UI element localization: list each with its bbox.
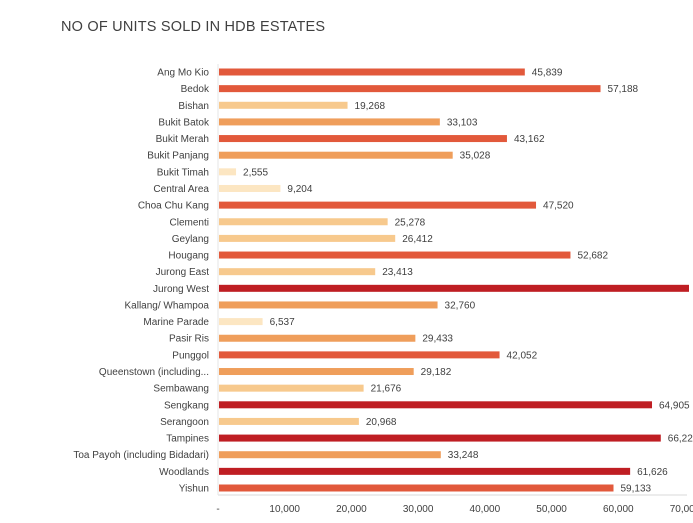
bar (219, 301, 438, 309)
category-label: Serangoon (160, 417, 209, 428)
bar (219, 484, 614, 492)
category-label: Kallang/ Whampoa (125, 300, 210, 311)
bar (219, 168, 237, 176)
tick-label: 60,000 (603, 504, 634, 515)
bar (219, 118, 440, 126)
data-label: 64,905 (659, 400, 690, 411)
data-label: 2,555 (243, 167, 268, 178)
data-label: 21,676 (371, 384, 402, 395)
bar (219, 201, 537, 209)
category-label: Hougang (168, 251, 209, 262)
data-label: 42,052 (507, 350, 538, 361)
data-label: 32,760 (445, 300, 476, 311)
data-label: 26,412 (402, 234, 433, 245)
data-label: 19,268 (355, 101, 386, 112)
category-label: Bukit Merah (156, 134, 209, 145)
bar (219, 318, 263, 326)
data-label: 47,520 (543, 201, 574, 212)
bar (219, 384, 364, 392)
data-label: 25,278 (395, 217, 426, 228)
data-label: 57,188 (608, 84, 639, 95)
bar (219, 85, 601, 93)
bar (219, 251, 571, 259)
category-label: Bishan (178, 101, 209, 112)
tick-label: 50,000 (536, 504, 567, 515)
bar (219, 68, 525, 76)
tick-label: 30,000 (403, 504, 434, 515)
category-label: Pasir Ris (169, 334, 209, 345)
category-label: Sembawang (153, 384, 209, 395)
category-label: Bukit Panjang (147, 151, 209, 162)
bar (219, 135, 507, 143)
bar (219, 218, 388, 226)
tick-label: 40,000 (470, 504, 501, 515)
data-label: 45,839 (532, 68, 563, 79)
tick-label: 20,000 (336, 504, 367, 515)
category-label: Woodlands (159, 467, 209, 478)
data-label: 35,028 (460, 151, 491, 162)
bar (219, 401, 653, 409)
data-label: 20,968 (366, 417, 397, 428)
category-label: Clementi (170, 217, 209, 228)
data-label: 66,22 (668, 434, 693, 445)
bar (219, 101, 348, 109)
category-label: Central Area (153, 184, 209, 195)
bar (219, 467, 631, 475)
category-label: Bukit Batok (158, 117, 210, 128)
category-label: Yishun (179, 484, 209, 495)
category-label: Bedok (181, 84, 210, 95)
data-label: 59,133 (621, 484, 652, 495)
category-label: Toa Payoh (including Bidadari) (73, 450, 209, 461)
category-label: Choa Chu Kang (138, 201, 209, 212)
bar (219, 184, 281, 192)
bar (219, 334, 416, 342)
tick-label: 70,000 (670, 504, 693, 515)
chart-title: NO OF UNITS SOLD IN HDB ESTATES (61, 19, 326, 35)
category-label: Jurong West (153, 284, 209, 295)
data-label: 9,204 (287, 184, 312, 195)
category-label: Bukit Timah (157, 167, 209, 178)
bar (219, 417, 359, 425)
bar (219, 368, 414, 376)
data-label: 29,182 (421, 367, 452, 378)
bar (219, 434, 661, 442)
data-label: 33,248 (448, 450, 479, 461)
category-label: Ang Mo Kio (157, 68, 209, 79)
category-label: Geylang (172, 234, 209, 245)
bar (219, 268, 376, 276)
bar (219, 234, 396, 242)
data-label: 43,162 (514, 134, 545, 145)
data-label: 6,537 (270, 317, 295, 328)
category-label: Punggol (172, 350, 209, 361)
data-label: 23,413 (382, 267, 413, 278)
category-label: Jurong East (156, 267, 210, 278)
category-label: Marine Parade (143, 317, 209, 328)
bar (219, 451, 441, 459)
data-label: 29,433 (422, 334, 453, 345)
category-label: Tampines (166, 434, 209, 445)
data-label: 52,682 (577, 251, 608, 262)
tick-label: 10,000 (269, 504, 300, 515)
bar (219, 151, 453, 159)
category-label: Sengkang (164, 400, 209, 411)
tick-label: - (216, 504, 219, 515)
category-label: Queenstown (including... (99, 367, 209, 378)
bar (219, 284, 689, 292)
data-label: 33,103 (447, 117, 478, 128)
bar (219, 351, 500, 359)
data-label: 61,626 (637, 467, 668, 478)
